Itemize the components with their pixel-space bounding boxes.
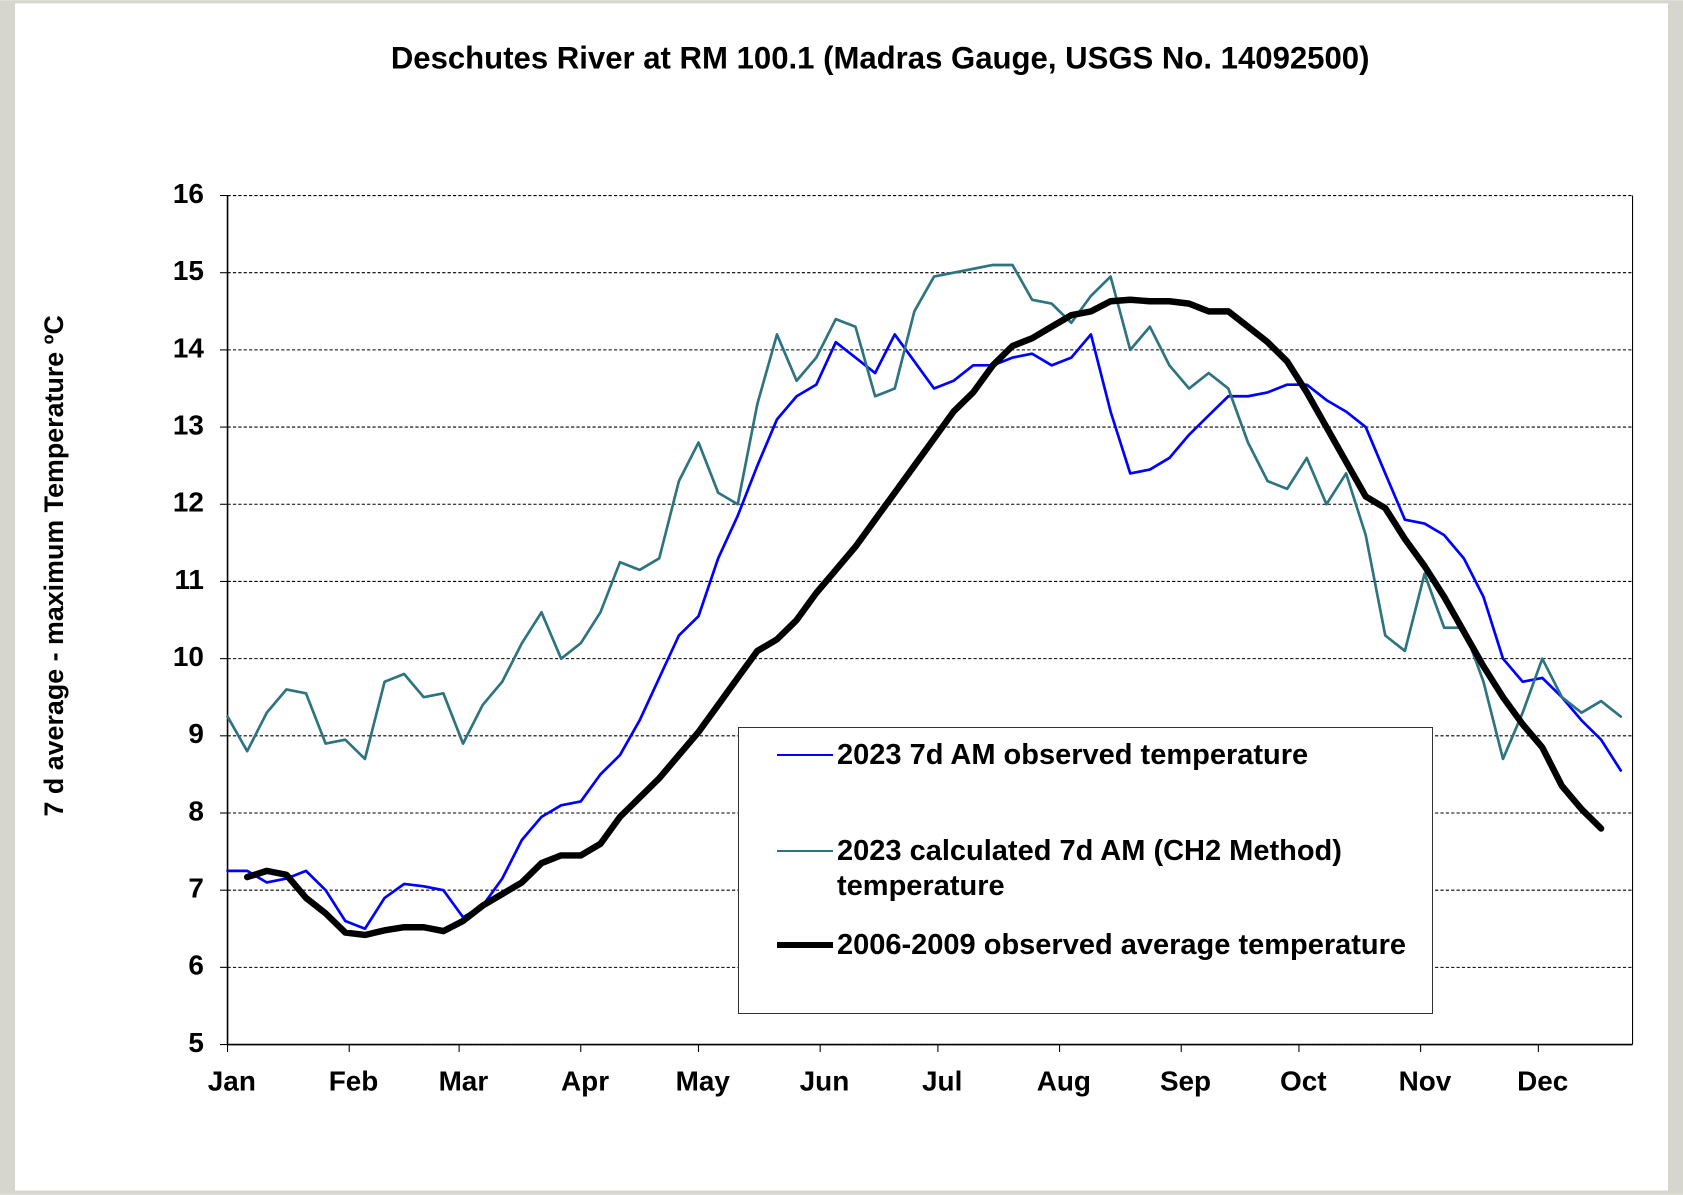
series-line — [226, 263, 1623, 761]
x-tick-label: Oct — [1280, 1066, 1327, 1097]
y-tick-label: 16 — [173, 178, 204, 209]
x-tick-label: Dec — [1517, 1066, 1568, 1097]
y-tick-label: 8 — [188, 795, 204, 826]
legend-swatch — [777, 849, 833, 853]
y-tick-label: 11 — [174, 564, 203, 595]
y-tick-label: 10 — [173, 641, 204, 672]
x-tick-label: Feb — [329, 1066, 379, 1097]
x-tick-label: Sep — [1160, 1066, 1211, 1097]
legend-label: 2006-2009 observed average temperature — [837, 929, 1407, 961]
x-tick-label: Nov — [1399, 1066, 1452, 1097]
x-tick-label: Jun — [800, 1066, 850, 1097]
y-tick-label: 12 — [173, 487, 204, 518]
y-axis-label: 7 d average - maximum Temperature ºC — [39, 315, 69, 816]
y-tick-label: 5 — [188, 1027, 204, 1058]
x-tick-label: Jul — [922, 1066, 962, 1097]
legend-swatch — [777, 942, 833, 948]
x-tick-label: Mar — [439, 1066, 489, 1097]
x-tick-label: May — [676, 1066, 731, 1097]
y-tick-label: 6 — [188, 950, 204, 981]
chart-title: Deschutes River at RM 100.1 (Madras Gaug… — [391, 41, 1370, 76]
legend: 2023 7d AM observed temperature 2023 calc… — [738, 727, 1433, 1014]
y-tick-label: 13 — [173, 409, 204, 440]
series-line — [226, 333, 1623, 931]
legend-label: 2023 calculated 7d AM (CH2 Method) tempe… — [837, 835, 1342, 902]
y-tick-label: 9 — [188, 718, 204, 749]
series-line — [243, 296, 1605, 939]
x-tick-label: Jan — [208, 1066, 256, 1097]
x-tick-label: Aug — [1037, 1066, 1091, 1097]
legend-swatch — [777, 753, 833, 757]
legend-label: 2023 7d AM observed temperature — [837, 739, 1309, 771]
y-tick-label: 15 — [173, 255, 204, 286]
x-tick-label: Apr — [561, 1066, 609, 1097]
y-tick-label: 14 — [173, 332, 205, 363]
y-tick-label: 7 — [188, 873, 204, 904]
